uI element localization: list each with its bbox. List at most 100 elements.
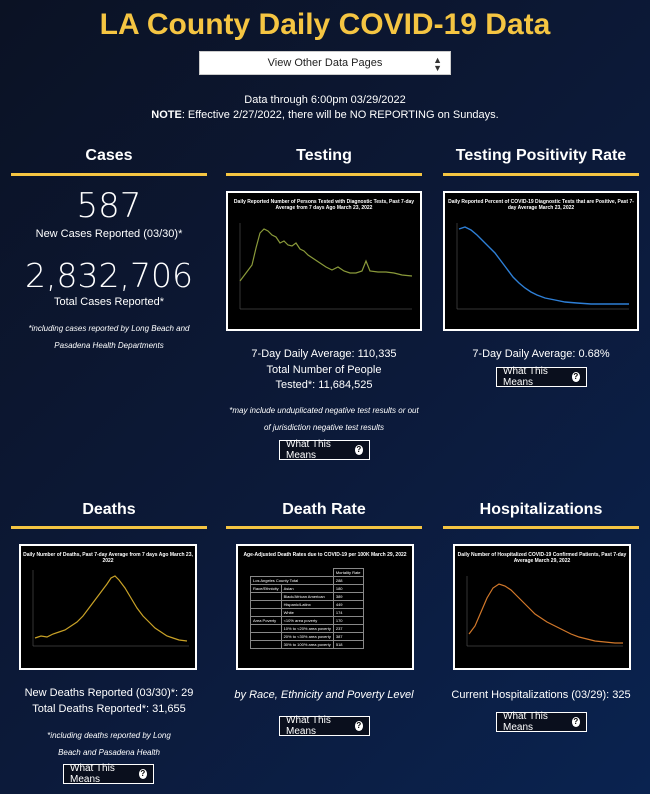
hosp-chart: Daily Number of Hospitalized COVID-19 Co…	[453, 544, 631, 670]
table-cell-value: 180	[332, 584, 364, 593]
deaths-title: Deaths	[82, 501, 136, 518]
data-pages-select[interactable]: View Other Data Pages ▲ ▼	[199, 51, 451, 75]
deaths-chart: Daily Number of Deaths, Past 7-day Avera…	[19, 544, 197, 670]
table-cell-value: 389	[332, 592, 364, 601]
table-cell-label: White	[280, 608, 334, 617]
total-cases-label: Total Cases Reported*	[53, 296, 165, 308]
cases-title: Cases	[85, 147, 133, 164]
death-rate-caption: by Race, Ethnicity and Poverty Level	[234, 689, 414, 701]
table-row: Black/African American 389	[250, 592, 364, 601]
table-total-label: Los Angeles County Total	[250, 576, 334, 585]
table-row: White 174	[250, 608, 364, 617]
table-cell-value: 237	[332, 624, 364, 633]
table-cell-group	[250, 640, 282, 649]
testing-underline	[226, 173, 422, 176]
death-rate-rows: Race/Ethnicity Asian 180 Black/African Amer…	[250, 584, 364, 649]
deaths-button-label: What This Means	[70, 763, 115, 785]
hosp-chart-svg	[466, 576, 623, 647]
hosp-current: Current Hospitalizations (03/29): 325	[451, 689, 631, 701]
table-cell-value: 449	[332, 600, 364, 609]
table-row: Race/Ethnicity Asian 180	[250, 584, 364, 593]
death-rate-chart-title: Age-Adjusted Death Rates due to COVID-19…	[243, 552, 407, 558]
testing-chart-svg	[239, 223, 413, 310]
hosp-title: Hospitalizations	[479, 501, 603, 518]
death-rate-what-this-means-button[interactable]: What This Means?	[279, 715, 370, 737]
testing-what-this-means-button[interactable]: What This Means?	[279, 439, 370, 461]
data-note: Data through 6:00pm 03/29/2022 NOTE: Eff…	[0, 93, 650, 123]
testing-footnote: *may include unduplicated negative test …	[229, 406, 419, 432]
table-cell-group	[250, 600, 282, 609]
table-cell-label: 10% to <20% area poverty	[280, 624, 334, 633]
positivity-title: Testing Positivity Rate	[455, 147, 627, 164]
testing-title: Testing	[296, 147, 352, 164]
testing-avg: 7-Day Daily Average: 110,335	[251, 348, 397, 360]
positivity-line	[458, 226, 629, 305]
deaths-chart-title: Daily Number of Deaths, Past 7-day Avera…	[23, 552, 193, 564]
table-cell-label: 20% to <30% area poverty	[280, 632, 334, 641]
table-cell-group: Area Poverty	[250, 616, 282, 625]
testing-button-label: What This Means	[286, 439, 331, 461]
table-row: 10% to <20% area poverty 237	[250, 624, 364, 633]
cases-underline	[11, 173, 207, 176]
table-cell-label: Asian	[280, 584, 334, 593]
new-cases-label: New Cases Reported (03/30)*	[35, 228, 183, 240]
hosp-chart-title: Daily Number of Hospitalized COVID-19 Co…	[457, 552, 627, 564]
death-rate-chart: Age-Adjusted Death Rates due to COVID-19…	[236, 544, 414, 670]
note-text: : Effective 2/27/2022, there will be NO …	[181, 109, 499, 121]
death-rate-table: Mortality Rate Los Angeles County Total 2…	[250, 568, 364, 649]
deaths-chart-svg	[32, 570, 189, 647]
table-cell-value: 518	[332, 640, 364, 649]
deaths-total: Total Deaths Reported*: 31,655	[32, 703, 186, 715]
table-cell-group	[250, 608, 282, 617]
select-arrows-icon: ▲ ▼	[433, 55, 442, 73]
select-label: View Other Data Pages	[267, 57, 383, 69]
table-cell-group	[250, 632, 282, 641]
positivity-avg: 7-Day Daily Average: 0.68%	[472, 348, 610, 360]
note-label: NOTE	[151, 109, 182, 121]
question-icon: ?	[354, 721, 363, 731]
table-cell-label: Black/African American	[280, 592, 334, 601]
question-icon: ?	[571, 717, 580, 727]
table-cell-label: Hispanic/Latinx	[280, 600, 334, 609]
hosp-what-this-means-button[interactable]: What This Means?	[496, 711, 587, 733]
positivity-what-this-means-button[interactable]: What This Means?	[496, 366, 587, 388]
death-rate-title: Death Rate	[282, 501, 366, 518]
positivity-chart: Daily Reported Percent of COVID-19 Diagn…	[443, 191, 639, 331]
deaths-what-this-means-button[interactable]: What This Means?	[63, 763, 154, 785]
table-row: 30% to 100% area poverty 518	[250, 640, 364, 649]
question-icon: ?	[354, 445, 363, 455]
table-total-value: 288	[332, 576, 364, 585]
table-cell-group: Race/Ethnicity	[250, 584, 282, 593]
table-row: 20% to <30% area poverty 387	[250, 632, 364, 641]
hosp-line	[468, 583, 623, 644]
question-icon: ?	[138, 769, 147, 779]
hosp-button-label: What This Means	[503, 711, 548, 733]
positivity-underline	[443, 173, 639, 176]
table-header: Mortality Rate	[332, 568, 364, 577]
deaths-new: New Deaths Reported (03/30)*: 29	[24, 687, 194, 699]
data-through: Data through 6:00pm 03/29/2022	[244, 94, 406, 106]
positivity-button-label: What This Means	[503, 366, 548, 388]
table-cell-label: 30% to 100% area poverty	[280, 640, 334, 649]
deaths-underline	[11, 526, 207, 529]
table-cell-group	[250, 592, 282, 601]
testing-chart-title: Daily Reported Number of Persons Tested …	[233, 199, 415, 211]
cases-footnote: *including cases reported by Long Beach …	[28, 324, 190, 350]
total-cases-value: 2,832,706	[25, 256, 193, 295]
table-row: Hispanic/Latinx 449	[250, 600, 364, 609]
positivity-chart-title: Daily Reported Percent of COVID-19 Diagn…	[448, 199, 634, 211]
positivity-chart-svg	[456, 223, 629, 310]
testing-chart: Daily Reported Number of Persons Tested …	[226, 191, 422, 331]
table-cell-value: 387	[332, 632, 364, 641]
testing-line	[239, 228, 413, 282]
death-rate-underline	[226, 526, 422, 529]
hosp-underline	[443, 526, 639, 529]
page-title: LA County Daily COVID-19 Data	[99, 8, 551, 41]
table-row: Area Poverty <10% area poverty 170	[250, 616, 364, 625]
testing-total: Total Number of People Tested*: 11,684,5…	[266, 364, 382, 391]
deaths-line	[34, 575, 188, 642]
new-cases-value: 587	[76, 186, 142, 226]
death-rate-button-label: What This Means	[286, 715, 331, 737]
table-cell-label: <10% area poverty	[280, 616, 334, 625]
table-cell-value: 174	[332, 608, 364, 617]
